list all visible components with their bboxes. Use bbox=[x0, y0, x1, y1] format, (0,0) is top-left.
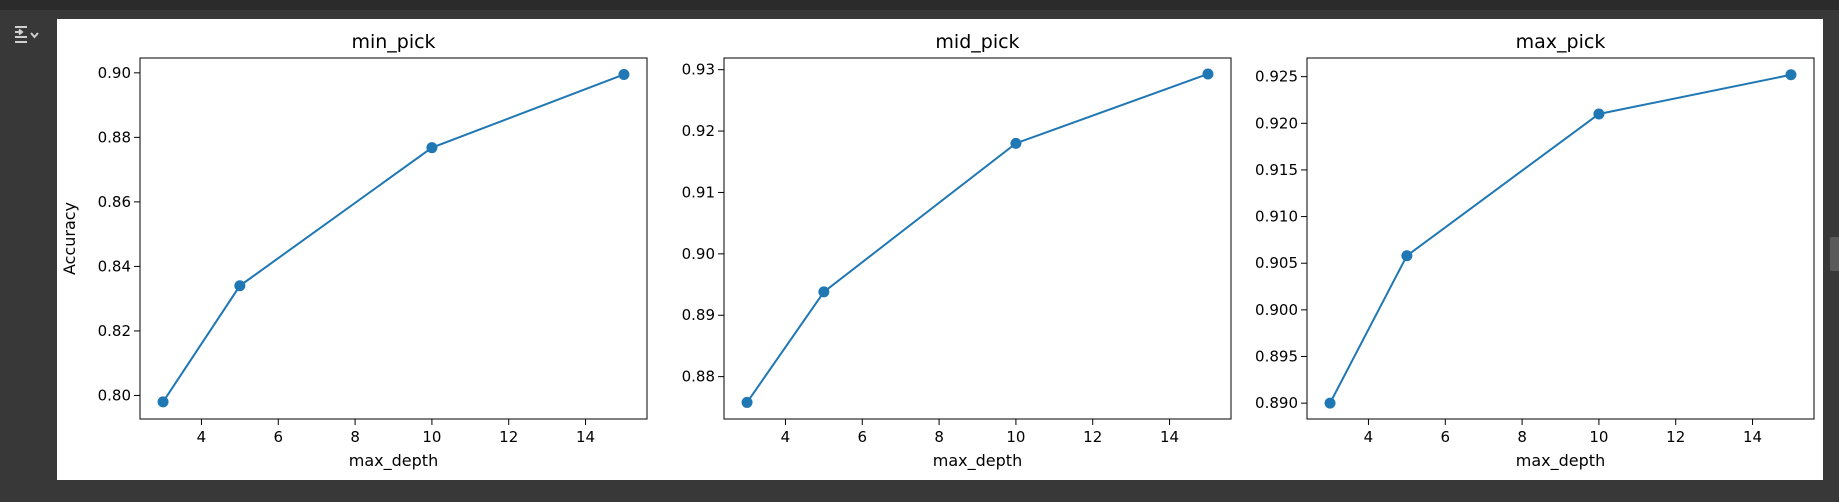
y-tick-label: 0.89 bbox=[682, 306, 715, 324]
x-axis-label: max_depth bbox=[933, 451, 1022, 471]
x-tick-label: 6 bbox=[273, 428, 283, 446]
x-tick-label: 10 bbox=[1006, 428, 1025, 446]
y-tick-label: 0.84 bbox=[98, 257, 131, 275]
cell-output-area: min_pick max_depth Accuracy 4 6 8 10 12 14 0.8… bbox=[57, 19, 1823, 480]
x-tick-label: 10 bbox=[422, 428, 441, 446]
data-point bbox=[426, 142, 438, 154]
series-line bbox=[746, 73, 1209, 403]
x-tick-label: 12 bbox=[1083, 428, 1102, 446]
y-tick-label: 0.86 bbox=[98, 193, 131, 211]
x-tick-label: 6 bbox=[857, 428, 867, 446]
x-tick-label: 4 bbox=[781, 428, 791, 446]
x-tick-label: 12 bbox=[1666, 428, 1685, 446]
y-tick-label: 0.90 bbox=[98, 64, 131, 82]
y-tick-label: 0.82 bbox=[98, 322, 131, 340]
x-tick-label: 14 bbox=[1743, 428, 1762, 446]
data-point bbox=[818, 286, 830, 298]
y-tick-label: 0.91 bbox=[682, 183, 715, 201]
subplot-title: min_pick bbox=[351, 31, 435, 53]
data-point bbox=[1202, 68, 1214, 80]
y-tick-label: 0.90 bbox=[682, 245, 715, 263]
plot-frame bbox=[139, 57, 648, 420]
data-point bbox=[1010, 137, 1022, 149]
series-line bbox=[1329, 73, 1792, 404]
x-tick-label: 8 bbox=[934, 428, 944, 446]
data-point bbox=[741, 396, 753, 408]
figure: min_pick max_depth Accuracy 4 6 8 10 12 14 0.8… bbox=[60, 31, 1815, 471]
data-point bbox=[618, 68, 630, 80]
data-point bbox=[157, 396, 169, 408]
y-tick-label: 0.915 bbox=[1255, 161, 1298, 179]
y-tick-label: 0.92 bbox=[682, 122, 715, 140]
y-tick-label: 0.890 bbox=[1255, 394, 1298, 412]
x-tick-label: 14 bbox=[1160, 428, 1179, 446]
y-tick-label: 0.925 bbox=[1255, 68, 1298, 86]
x-tick-label: 8 bbox=[1517, 428, 1527, 446]
x-tick-label: 6 bbox=[1440, 428, 1450, 446]
x-axis-label: max_depth bbox=[1516, 451, 1605, 471]
subplot-min-pick: min_pick max_depth Accuracy 4 6 8 10 12 14 0.8… bbox=[60, 31, 648, 471]
y-tick-label: 0.80 bbox=[98, 386, 131, 404]
y-tick-label: 0.920 bbox=[1255, 114, 1298, 132]
data-point bbox=[1324, 397, 1336, 409]
y-axis-label: Accuracy bbox=[60, 202, 79, 275]
data-point bbox=[1593, 108, 1605, 120]
x-tick-label: 4 bbox=[197, 428, 207, 446]
data-point bbox=[1401, 250, 1413, 262]
subplot-title: max_pick bbox=[1516, 31, 1606, 53]
y-tick-label: 0.88 bbox=[682, 368, 715, 386]
y-tick-label: 0.895 bbox=[1255, 348, 1298, 366]
x-tick-label: 14 bbox=[576, 428, 595, 446]
series-line bbox=[162, 73, 625, 403]
plot-frame bbox=[1306, 57, 1815, 420]
data-point bbox=[234, 280, 246, 292]
y-tick-label: 0.905 bbox=[1255, 254, 1298, 272]
plot-frame bbox=[723, 57, 1232, 420]
x-tick-label: 4 bbox=[1364, 428, 1374, 446]
x-tick-label: 10 bbox=[1589, 428, 1608, 446]
subplot-mid-pick: mid_pick max_depth 4 6 8 10 12 14 0.88 0.89 0.90… bbox=[682, 31, 1232, 471]
subplot-title: mid_pick bbox=[935, 31, 1019, 53]
top-bar bbox=[0, 0, 1839, 10]
subplot-max-pick: max_pick max_depth 4 6 8 10 12 14 0.890 0.895 0.… bbox=[1255, 31, 1815, 471]
y-tick-label: 0.93 bbox=[682, 61, 715, 79]
collapse-output-icon[interactable] bbox=[12, 20, 40, 48]
x-tick-label: 12 bbox=[499, 428, 518, 446]
y-tick-label: 0.910 bbox=[1255, 208, 1298, 226]
scrollbar-thumb[interactable] bbox=[1830, 237, 1839, 271]
x-axis-label: max_depth bbox=[349, 451, 438, 471]
data-point bbox=[1785, 69, 1797, 81]
y-tick-label: 0.900 bbox=[1255, 301, 1298, 319]
cell-gutter bbox=[0, 10, 57, 502]
x-tick-label: 8 bbox=[350, 428, 360, 446]
y-tick-label: 0.88 bbox=[98, 128, 131, 146]
